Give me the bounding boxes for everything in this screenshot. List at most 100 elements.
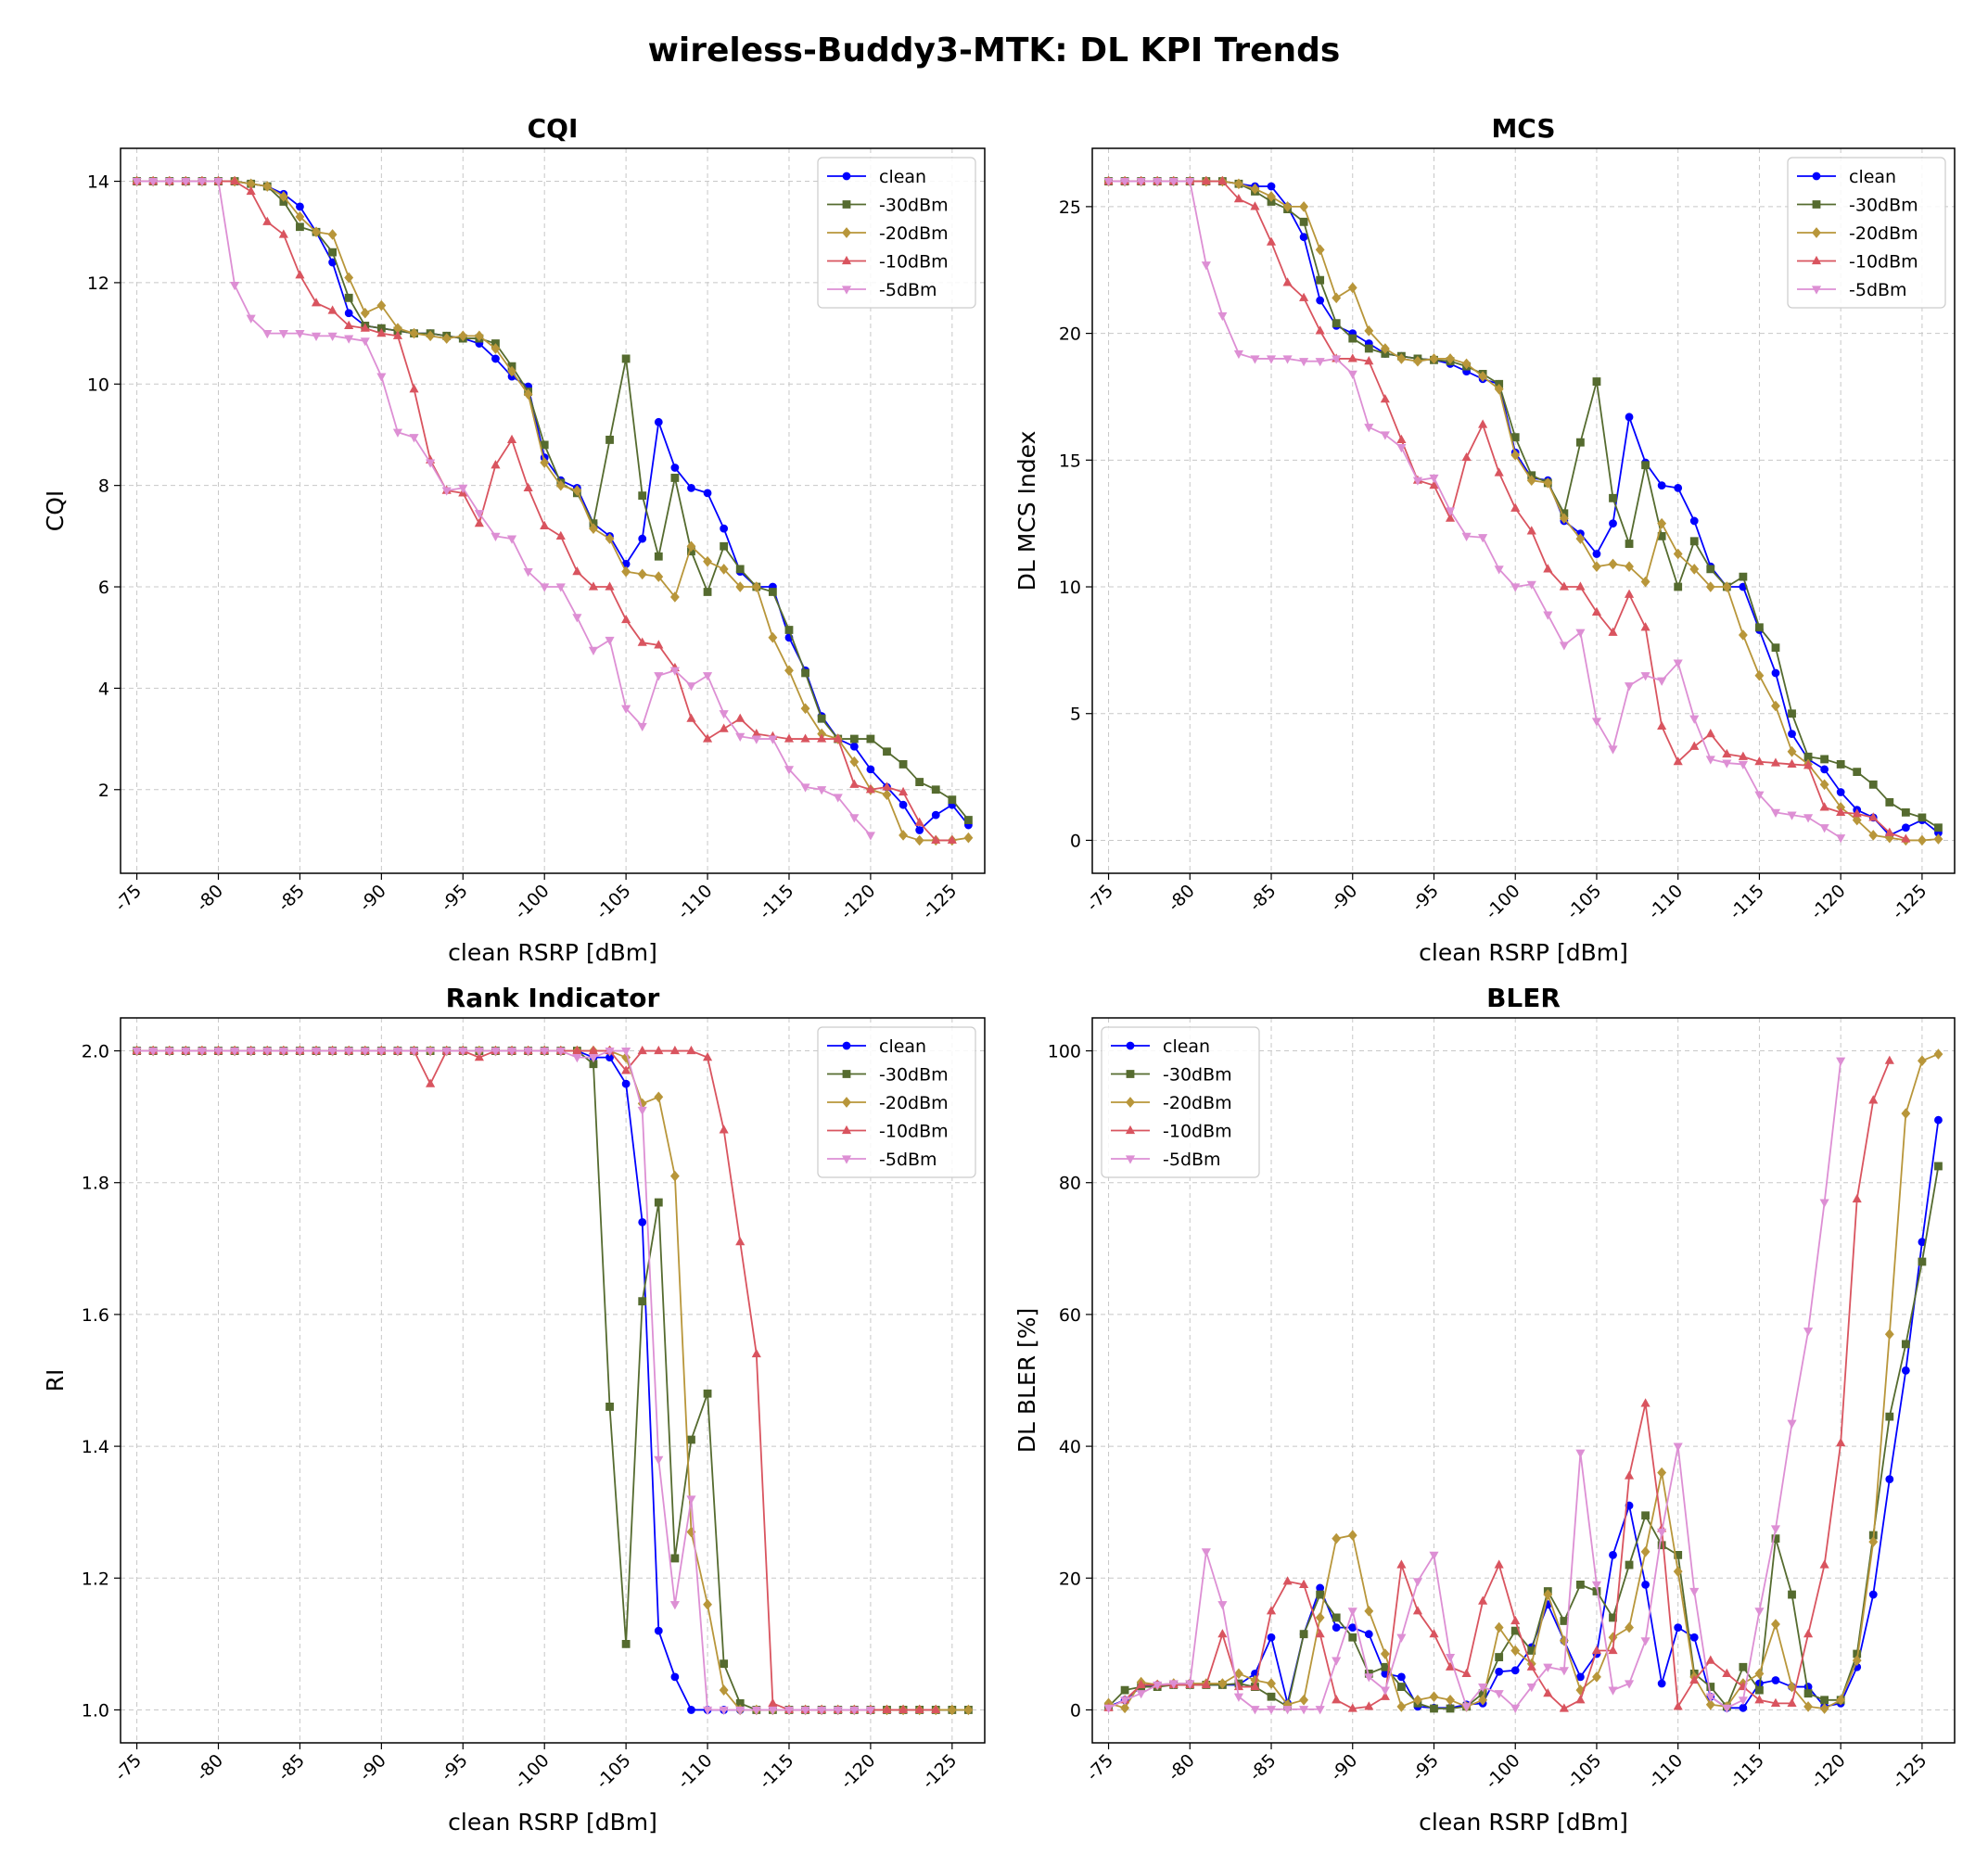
data-point [1266, 1606, 1277, 1615]
data-point [1316, 296, 1325, 305]
data-point [1332, 292, 1342, 304]
data-point [1609, 1550, 1617, 1559]
data-point [1641, 461, 1650, 470]
data-point [327, 1047, 338, 1057]
data-point [1250, 201, 1260, 210]
data-point [1478, 371, 1488, 382]
data-point [1575, 1449, 1586, 1458]
data-point [703, 555, 712, 567]
data-point [262, 181, 273, 192]
data-point [1396, 1559, 1407, 1569]
data-point [1316, 1590, 1325, 1599]
data-point [523, 568, 533, 578]
data-point [1819, 1199, 1829, 1208]
data-point [654, 672, 664, 681]
data-point [947, 834, 957, 845]
data-point [1299, 292, 1309, 301]
series-minus30dbm [1104, 1162, 1943, 1713]
data-point [669, 591, 680, 603]
data-point [1396, 1672, 1406, 1682]
data-point [1494, 467, 1504, 477]
data-point [1884, 1328, 1894, 1341]
data-point [1657, 720, 1667, 731]
legend-label: -5dBm [879, 1150, 937, 1170]
data-point [735, 565, 745, 574]
data-point [1445, 1661, 1456, 1671]
data-point [295, 1047, 305, 1057]
data-point [1575, 1695, 1586, 1704]
axes-frame [120, 147, 986, 874]
data-point [458, 1047, 468, 1057]
data-point [1689, 1633, 1699, 1642]
data-point [784, 665, 794, 677]
axes-frame [120, 1017, 986, 1744]
y-axis-label: RI [42, 1369, 69, 1392]
data-point [1755, 1685, 1764, 1695]
data-point [1267, 182, 1276, 191]
data-point [1625, 1560, 1634, 1569]
data-point [1868, 1095, 1879, 1104]
data-point [1738, 751, 1748, 760]
plot-area [132, 175, 974, 846]
legend-marker [1812, 227, 1821, 238]
data-point [963, 832, 974, 844]
data-point [1885, 798, 1894, 807]
data-point [768, 631, 778, 643]
data-point [638, 491, 647, 500]
data-point [1609, 519, 1617, 528]
data-point [1412, 1606, 1423, 1615]
data-point [914, 834, 924, 846]
data-point [703, 588, 712, 596]
data-point [687, 483, 695, 492]
data-point [882, 789, 892, 801]
data-point [914, 817, 924, 826]
legend-item: -5dBm [827, 1150, 937, 1170]
data-point [1722, 1668, 1732, 1677]
data-point [1657, 677, 1667, 686]
data-point [915, 826, 924, 834]
y-tick-label: 20 [1059, 1569, 1081, 1589]
data-point [817, 786, 827, 795]
data-point [915, 778, 924, 786]
x-tick-label: -125 [918, 881, 961, 923]
data-point [654, 552, 663, 561]
y-tick-label: 25 [1059, 197, 1081, 218]
data-point [1933, 1048, 1943, 1060]
data-point [1640, 1637, 1650, 1646]
x-tick-label: -105 [1562, 881, 1605, 923]
x-tick-label: -80 [1164, 1750, 1199, 1785]
legend-item: -10dBm [1797, 252, 1918, 273]
plot-area [1103, 175, 1943, 846]
data-point [1820, 1696, 1829, 1705]
data-point [963, 1704, 974, 1716]
data-point [491, 1047, 501, 1057]
x-tick-label: -95 [1408, 881, 1444, 916]
data-point [1332, 319, 1341, 328]
data-point [1364, 356, 1374, 365]
data-point [1380, 1691, 1390, 1700]
x-axis-label: clean RSRP [dBm] [1419, 939, 1628, 966]
data-point [768, 735, 778, 744]
series-minus10dbm [1103, 175, 1911, 843]
data-point [670, 464, 680, 472]
data-point [1445, 1653, 1456, 1663]
data-point [230, 282, 240, 291]
data-point [637, 568, 647, 580]
data-point [1461, 1703, 1472, 1712]
data-point [588, 581, 599, 591]
data-point [964, 816, 973, 824]
data-point [654, 1198, 663, 1207]
series-line [1108, 180, 1939, 842]
data-point [1217, 175, 1228, 185]
data-point [1478, 1694, 1488, 1706]
data-point [1738, 629, 1748, 641]
data-point [703, 1598, 712, 1610]
data-point [1412, 1578, 1423, 1587]
data-point [1413, 1694, 1422, 1706]
data-point [1478, 1683, 1488, 1693]
data-point [882, 782, 892, 791]
series-line [1108, 1120, 1940, 1709]
data-point [1770, 808, 1781, 819]
data-point [1787, 1681, 1797, 1693]
data-point [1201, 261, 1211, 271]
